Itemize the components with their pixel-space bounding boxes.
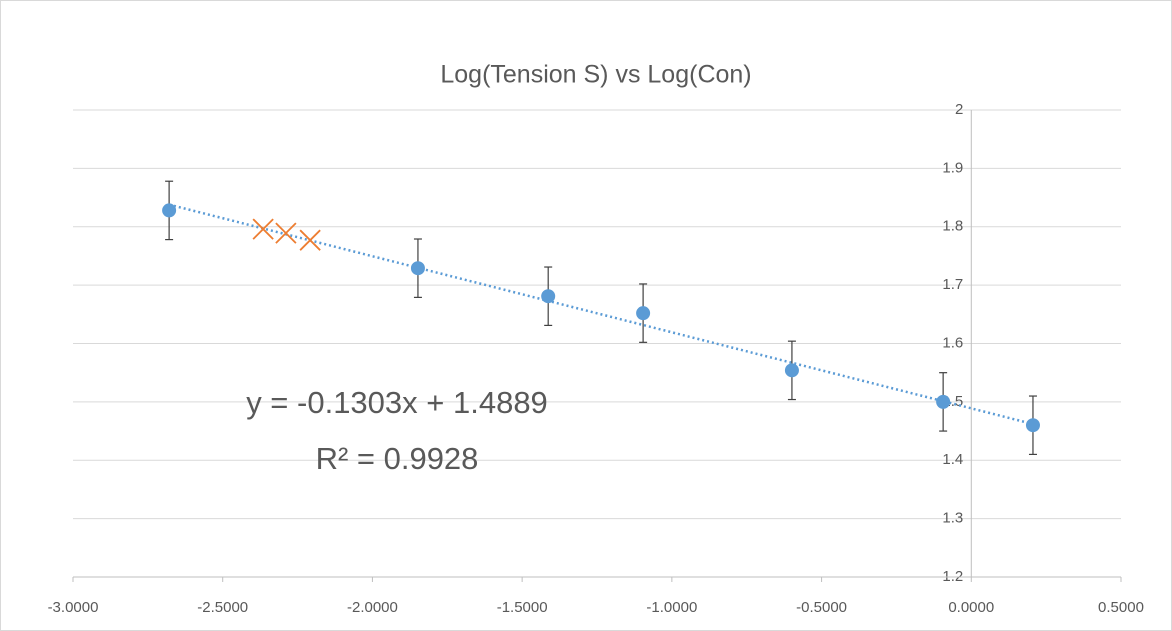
x-tick-label: -0.5000 [796, 599, 847, 616]
x-marker [299, 229, 321, 251]
y-tick-label: 1.9 [942, 159, 963, 176]
trendline-equation: y = -0.1303x + 1.4889 [246, 385, 548, 420]
y-tick-label: 1.3 [942, 510, 963, 527]
trendline [168, 203, 1034, 426]
y-tick-label: 1.2 [942, 568, 963, 585]
y-tick-label: 1.4 [942, 451, 963, 468]
x-tick-label: 0.0000 [948, 599, 994, 616]
point [636, 306, 651, 321]
x-tick-label: -1.5000 [497, 599, 548, 616]
x-tick-label: -3.0000 [48, 599, 99, 616]
trendline-r2: R² = 0.9928 [316, 441, 479, 476]
point [541, 289, 556, 304]
point [784, 363, 799, 378]
point [410, 261, 425, 276]
point [936, 394, 951, 409]
y-tick-label: 1.7 [942, 276, 963, 293]
point [162, 203, 177, 218]
x-tick-label: 0.5000 [1098, 599, 1144, 616]
x-marker [252, 218, 274, 240]
x-marker [275, 222, 297, 244]
chart-title: Log(Tension S) vs Log(Con) [440, 61, 751, 89]
y-tick-label: 1.6 [942, 334, 963, 351]
x-tick-label: -1.0000 [646, 599, 697, 616]
y-tick-label: 1.8 [942, 218, 963, 235]
point [1025, 418, 1040, 433]
y-tick-label: 2 [955, 101, 963, 118]
x-tick-label: -2.0000 [347, 599, 398, 616]
x-tick-label: -2.5000 [197, 599, 248, 616]
